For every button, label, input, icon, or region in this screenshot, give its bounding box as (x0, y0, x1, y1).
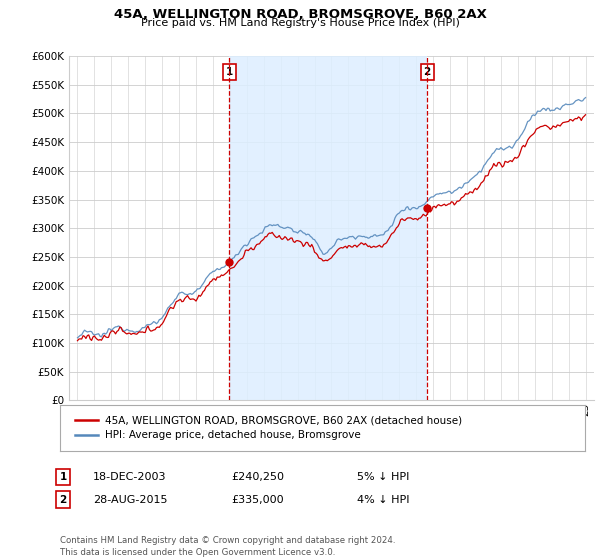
Text: 2: 2 (424, 67, 431, 77)
Text: 1: 1 (226, 67, 233, 77)
Text: 45A, WELLINGTON ROAD, BROMSGROVE, B60 2AX: 45A, WELLINGTON ROAD, BROMSGROVE, B60 2A… (113, 8, 487, 21)
Text: Contains HM Land Registry data © Crown copyright and database right 2024.
This d: Contains HM Land Registry data © Crown c… (60, 536, 395, 557)
Text: £335,000: £335,000 (231, 494, 284, 505)
Text: 28-AUG-2015: 28-AUG-2015 (93, 494, 167, 505)
Text: 5% ↓ HPI: 5% ↓ HPI (357, 472, 409, 482)
Text: 2: 2 (59, 494, 67, 505)
Text: 18-DEC-2003: 18-DEC-2003 (93, 472, 167, 482)
Text: Price paid vs. HM Land Registry's House Price Index (HPI): Price paid vs. HM Land Registry's House … (140, 18, 460, 29)
Text: 1: 1 (59, 472, 67, 482)
Legend: 45A, WELLINGTON ROAD, BROMSGROVE, B60 2AX (detached house), HPI: Average price, : 45A, WELLINGTON ROAD, BROMSGROVE, B60 2A… (70, 411, 466, 445)
Bar (229, 56, 427, 400)
Text: £240,250: £240,250 (231, 472, 284, 482)
Text: 4% ↓ HPI: 4% ↓ HPI (357, 494, 409, 505)
